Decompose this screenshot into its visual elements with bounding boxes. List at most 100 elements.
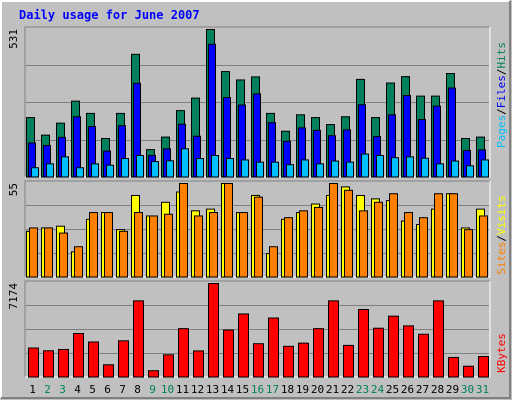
y-max-label: 7174 bbox=[7, 283, 20, 310]
bar-sites bbox=[479, 215, 488, 278]
bar-kbytes bbox=[298, 342, 309, 378]
x-tick-label: 27 bbox=[416, 383, 429, 396]
bar-sites bbox=[269, 246, 278, 278]
bar-pages bbox=[331, 160, 339, 178]
x-tick-label: 26 bbox=[401, 383, 414, 396]
bar-sites bbox=[329, 183, 338, 278]
x-tick-label: 16 bbox=[251, 383, 264, 396]
bar-pages bbox=[151, 161, 159, 178]
bar-pages bbox=[76, 167, 84, 178]
legend-entry: Sites bbox=[495, 242, 508, 275]
bar-sites bbox=[314, 206, 323, 278]
bar-sites bbox=[374, 201, 383, 278]
x-tick-label: 13 bbox=[206, 383, 219, 396]
x-tick-label: 22 bbox=[341, 383, 354, 396]
bar-sites bbox=[464, 229, 473, 278]
bar-kbytes bbox=[358, 308, 369, 378]
bar-kbytes bbox=[133, 300, 144, 378]
bar-sites bbox=[74, 246, 83, 278]
bar-sites bbox=[449, 193, 458, 278]
bar-kbytes bbox=[448, 356, 459, 378]
bar-pages bbox=[31, 167, 39, 178]
bar-kbytes bbox=[343, 344, 354, 378]
bar-pages bbox=[106, 164, 114, 178]
legend-sites-visits: Sites/Visits bbox=[495, 195, 508, 275]
bar-kbytes bbox=[283, 345, 294, 378]
bar-kbytes bbox=[373, 327, 384, 378]
bar-sites bbox=[59, 232, 68, 278]
legend-entry: Pages bbox=[495, 115, 508, 148]
x-tick-label: 3 bbox=[59, 383, 66, 396]
x-tick-label: 5 bbox=[89, 383, 96, 396]
y-max-label: 55 bbox=[7, 183, 20, 196]
bar-kbytes bbox=[88, 341, 99, 378]
x-tick-label: 19 bbox=[296, 383, 309, 396]
bar-pages bbox=[46, 163, 54, 178]
bar-sites bbox=[89, 212, 98, 278]
x-tick-label: 21 bbox=[326, 383, 339, 396]
bar-kbytes bbox=[208, 283, 219, 378]
bar-sites bbox=[419, 217, 428, 278]
bar-sites bbox=[29, 227, 38, 278]
bar-kbytes bbox=[103, 364, 114, 378]
x-tick-label: 20 bbox=[311, 383, 324, 396]
legend-entry: KBytes bbox=[495, 333, 508, 373]
bar-sites bbox=[359, 210, 368, 278]
bar-kbytes bbox=[43, 350, 54, 378]
bar-pages bbox=[121, 158, 129, 178]
bar-pages bbox=[61, 156, 69, 178]
bar-sites bbox=[404, 212, 413, 278]
bar-sites bbox=[104, 212, 113, 278]
bar-sites bbox=[44, 227, 53, 278]
x-tick-label: 1 bbox=[29, 383, 36, 396]
bar-kbytes bbox=[118, 340, 129, 378]
bar-kbytes bbox=[238, 313, 249, 378]
bar-sites bbox=[134, 212, 143, 278]
bar-pages bbox=[196, 158, 204, 178]
bar-sites bbox=[284, 217, 293, 278]
bar-pages bbox=[466, 165, 474, 178]
bar-pages bbox=[451, 160, 459, 178]
bar-kbytes bbox=[178, 328, 189, 378]
bar-kbytes bbox=[313, 328, 324, 378]
outer-bevel-light bbox=[0, 0, 510, 398]
bar-kbytes bbox=[433, 300, 444, 378]
bar-kbytes bbox=[73, 332, 84, 378]
x-tick-label: 23 bbox=[356, 383, 369, 396]
legend-hits-files-pages: Pages/Files/Hits bbox=[495, 42, 508, 148]
x-tick-label: 17 bbox=[266, 383, 279, 396]
bar-kbytes bbox=[253, 343, 264, 378]
x-tick-label: 12 bbox=[191, 383, 204, 396]
x-tick-label: 8 bbox=[134, 383, 141, 396]
bar-pages bbox=[136, 154, 144, 178]
legend-separator: / bbox=[495, 235, 508, 242]
x-tick-label: 2 bbox=[44, 383, 51, 396]
bar-pages bbox=[181, 148, 189, 178]
bar-kbytes bbox=[478, 356, 489, 378]
x-tick-label: 14 bbox=[221, 383, 235, 396]
bar-sites bbox=[344, 189, 353, 278]
bar-kbytes bbox=[403, 325, 414, 378]
bar-kbytes bbox=[148, 370, 159, 378]
legend-separator: / bbox=[495, 69, 508, 76]
bar-pages bbox=[391, 157, 399, 178]
bar-kbytes bbox=[388, 315, 399, 378]
x-tick-label: 30 bbox=[461, 383, 474, 396]
bar-sites bbox=[194, 215, 203, 278]
x-tick-label: 4 bbox=[74, 383, 81, 396]
bar-sites bbox=[299, 210, 308, 278]
panel-frame-shadow bbox=[24, 280, 490, 377]
bar-pages bbox=[91, 163, 99, 178]
x-tick-label: 18 bbox=[281, 383, 294, 396]
legend-entry: Files bbox=[495, 75, 508, 108]
bar-pages bbox=[226, 158, 234, 178]
bar-pages bbox=[481, 159, 489, 178]
x-tick-label: 10 bbox=[161, 383, 174, 396]
bar-pages bbox=[406, 156, 414, 178]
bar-sites bbox=[119, 230, 128, 278]
bar-kbytes bbox=[418, 333, 429, 378]
legend-entry: Hits bbox=[495, 42, 508, 69]
bar-kbytes bbox=[58, 348, 69, 378]
bar-pages bbox=[256, 161, 264, 178]
